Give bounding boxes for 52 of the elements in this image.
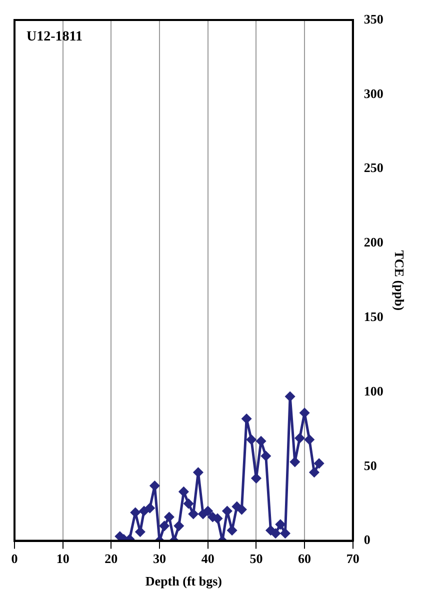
x-axis-title: Depth (ft bgs)	[145, 574, 222, 589]
point	[222, 506, 232, 516]
x-tick-label: 30	[153, 550, 166, 566]
point	[242, 414, 252, 424]
point	[261, 451, 271, 461]
point	[188, 509, 198, 519]
point	[290, 457, 300, 467]
point	[212, 514, 222, 524]
point	[309, 468, 319, 478]
y-axis-title: TCE (ppb)	[392, 250, 407, 311]
x-tick-label: 60	[298, 550, 312, 566]
point	[135, 527, 145, 537]
y-tick-label: 0	[364, 532, 370, 548]
point	[227, 526, 237, 536]
x-tick-label: 50	[250, 550, 263, 566]
point	[203, 506, 213, 516]
point	[150, 480, 160, 490]
point	[236, 504, 246, 514]
y-tick-label: 250	[364, 160, 384, 176]
point	[285, 392, 295, 402]
point	[300, 408, 310, 418]
point	[184, 498, 194, 508]
point	[256, 436, 266, 446]
x-tick-label: 0	[11, 550, 18, 566]
point	[251, 474, 261, 484]
point	[145, 503, 155, 513]
x-tick-label: 70	[346, 550, 360, 566]
point	[174, 521, 184, 531]
point	[314, 458, 324, 468]
y-tick-label: 300	[364, 86, 384, 101]
y-tick-label: 200	[364, 234, 384, 250]
text: U12-1811	[26, 30, 82, 45]
point	[178, 486, 188, 496]
y-tick-label: 50	[364, 458, 377, 473]
y-tick-label: 350	[364, 11, 384, 26]
y-tick-label: 100	[364, 383, 384, 398]
point	[276, 520, 286, 530]
point	[130, 508, 140, 518]
x-tick-label: 10	[56, 550, 70, 566]
x-tick-label: 20	[104, 550, 118, 566]
point	[280, 528, 290, 538]
x-tick-label: 40	[201, 550, 214, 566]
point	[198, 509, 208, 519]
point	[193, 468, 203, 478]
y-tick-label: 150	[364, 308, 384, 324]
point	[160, 521, 170, 531]
point	[304, 434, 314, 444]
point	[294, 433, 304, 443]
point	[139, 506, 149, 516]
point	[164, 512, 174, 522]
point	[246, 434, 256, 444]
point	[270, 528, 280, 538]
